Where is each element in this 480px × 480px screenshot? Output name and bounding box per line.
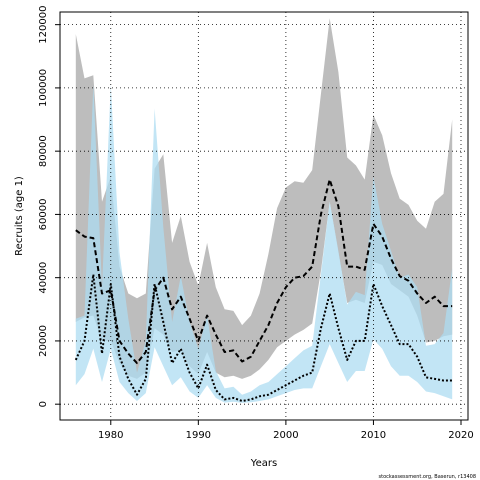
y-tick-label-20000: 20000	[38, 325, 49, 357]
y-tick-label-40000: 40000	[38, 262, 49, 294]
y-tick-label-60000: 60000	[38, 199, 49, 231]
series-lines	[74, 178, 453, 402]
median-band	[75, 18, 453, 379]
plot-frame	[59, 11, 469, 421]
x-tick-label-2010: 2010	[361, 430, 386, 441]
x-tick-label-1990: 1990	[186, 430, 211, 441]
estimate-line	[74, 273, 453, 402]
x-tick-label-1980: 1980	[98, 430, 123, 441]
estimate-band	[75, 84, 453, 403]
y-tick-label-100000: 100000	[38, 69, 49, 107]
x-tick-label-2000: 2000	[273, 430, 298, 441]
x-axis-ticks: 1980 1990 2000 2010 2020	[98, 420, 474, 441]
y-tick-label-120000: 120000	[38, 6, 49, 44]
median-line	[75, 178, 453, 365]
x-tick-label-2020: 2020	[448, 430, 473, 441]
y-tick-label-0: 0	[38, 401, 49, 407]
grid-lines	[60, 12, 468, 420]
y-axis-title: Recruits (age 1)	[14, 176, 25, 256]
footnote: stockassessment.org, Baserun, r13408	[379, 474, 477, 480]
confidence-bands	[75, 18, 453, 403]
y-axis-ticks: 0 20000 40000 60000 80000 100000 120000	[38, 6, 60, 407]
x-axis-title: Years	[250, 458, 277, 469]
y-tick-label-80000: 80000	[38, 135, 49, 167]
